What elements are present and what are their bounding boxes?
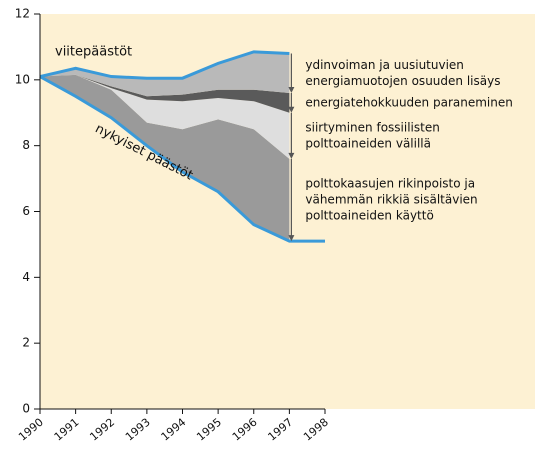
y-tick-label: 6 [22,204,30,218]
segment-label: energiamuotojen osuuden lisäys [305,74,500,88]
x-tick-label: 1992 [87,416,117,444]
y-tick-label: 10 [15,72,30,86]
segment-label: siirtyminen fossiilisten [305,120,439,134]
arrow-head [288,152,295,159]
segment-label: polttokaasujen rikinpoisto ja [305,176,475,190]
y-tick-label: 12 [15,7,30,21]
x-tick-label: 1996 [230,416,260,444]
y-tick-label: 0 [22,402,30,416]
arrow-head [288,235,295,242]
area-segment [40,74,290,159]
x-tick-label: 1998 [301,416,331,444]
area-segment [40,74,290,113]
arrow-head [288,106,295,113]
y-tick-label: 8 [22,138,30,152]
segment-label: vähemmän rikkiä sisältävien [305,192,477,206]
x-tick-label: 1994 [159,416,189,444]
x-tick-label: 1997 [265,416,295,444]
line-series [39,75,325,243]
segment-label: energiatehokkuuden paraneminen [305,95,512,109]
x-tick-label: 1995 [194,416,224,444]
segment-label: polttoaineiden välillä [305,136,431,150]
arrow-head [288,87,295,93]
x-tick-label: 1993 [123,416,153,444]
segment-label: polttoaineiden käyttö [305,208,433,222]
segment-label: ydinvoiman ja uusiutuvien [305,58,464,72]
line-series [39,50,290,80]
area-segment [40,51,290,97]
x-tick-label: 1991 [52,416,82,444]
y-tick-label: 4 [22,270,30,284]
y-tick-label: 2 [22,336,30,350]
line-label: viitepäästöt [55,45,132,60]
x-tick-label: 1990 [16,416,46,444]
